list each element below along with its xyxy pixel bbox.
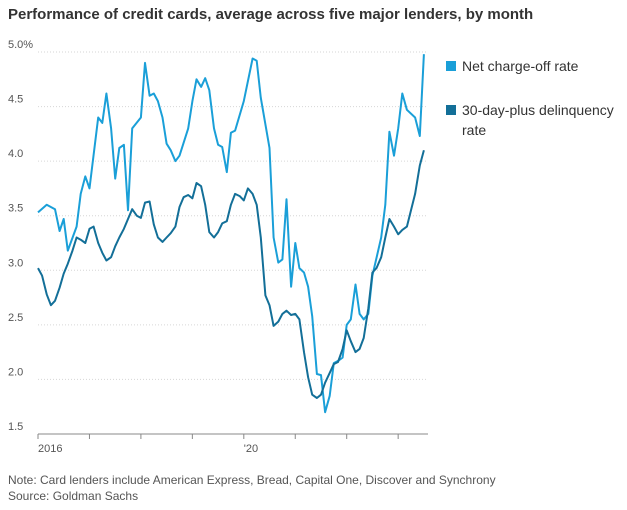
legend-swatch-delinquency [446,105,456,115]
note-text: Note: Card lenders include American Expr… [8,473,496,487]
series-line-delinquency [37,149,425,399]
y-tick-label: 4.0 [8,148,23,160]
chart-footnote: Note: Card lenders include American Expr… [8,472,496,504]
line-chart: 1.5 2.0 2.5 3.0 3.5 4.0 4.5 5.0% 2016 '20 [8,39,428,455]
y-tick-label: 3.0 [8,257,23,269]
y-tick-label: 4.5 [8,94,23,106]
x-tick-label: 2016 [38,443,62,455]
legend-label-net-charge-off: Net charge-off rate [462,58,579,74]
y-tick-label: 5.0% [8,39,33,51]
series-line-net-charge-off [37,54,425,414]
chart-title: Performance of credit cards, average acr… [8,6,534,23]
legend-swatch-net-charge-off [446,61,456,71]
legend-label-delinquency: 30-day-plus delinquency rate [462,102,614,138]
y-axis-tick-labels: 1.5 2.0 2.5 3.0 3.5 4.0 4.5 5.0% [8,39,33,433]
grid-lines [38,51,428,435]
x-tick-label: '20 [244,443,258,455]
series-lines [37,54,425,414]
source-text: Source: Goldman Sachs [8,489,139,503]
legend-item-delinquency: 30-day-plus delinquency rate [446,100,626,140]
legend: Net charge-off rate 30-day-plus delinque… [446,56,626,164]
x-axis: 2016 '20 [37,433,428,455]
y-tick-label: 1.5 [8,421,23,433]
legend-item-net-charge-off: Net charge-off rate [446,56,626,76]
y-tick-label: 2.0 [8,366,23,378]
y-tick-label: 3.5 [8,203,23,215]
y-tick-label: 2.5 [8,312,23,324]
